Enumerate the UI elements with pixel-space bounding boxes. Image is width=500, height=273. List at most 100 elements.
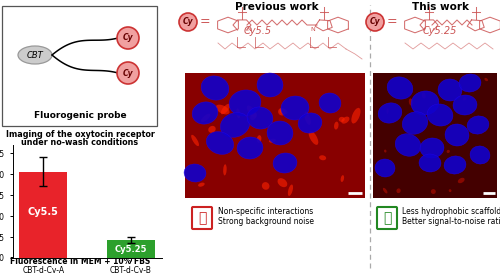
Text: CBT: CBT	[26, 51, 44, 60]
Text: Cy5.25: Cy5.25	[423, 26, 457, 36]
Ellipse shape	[281, 96, 309, 120]
Text: N: N	[246, 27, 252, 32]
Ellipse shape	[453, 95, 477, 115]
Ellipse shape	[201, 114, 210, 122]
FancyBboxPatch shape	[192, 207, 212, 229]
Ellipse shape	[409, 99, 414, 106]
Ellipse shape	[223, 164, 226, 176]
Circle shape	[179, 13, 197, 31]
Text: Cy: Cy	[122, 34, 134, 43]
Ellipse shape	[308, 131, 318, 145]
Ellipse shape	[334, 122, 338, 129]
Ellipse shape	[262, 182, 270, 190]
Circle shape	[117, 27, 139, 49]
Ellipse shape	[246, 105, 256, 118]
Ellipse shape	[278, 178, 287, 187]
Ellipse shape	[402, 112, 428, 134]
Text: Previous work: Previous work	[235, 2, 319, 12]
Ellipse shape	[319, 93, 341, 113]
Ellipse shape	[273, 153, 297, 173]
Ellipse shape	[458, 178, 464, 183]
Text: under no-wash conditions: under no-wash conditions	[22, 138, 138, 147]
Text: N: N	[310, 27, 316, 32]
Ellipse shape	[431, 189, 436, 194]
Ellipse shape	[18, 46, 52, 64]
Text: =: =	[200, 16, 210, 28]
Ellipse shape	[198, 183, 204, 187]
Ellipse shape	[278, 108, 286, 115]
Text: 👎: 👎	[198, 211, 206, 225]
Ellipse shape	[387, 77, 413, 99]
Ellipse shape	[352, 108, 360, 123]
Text: Fluorescence in MEM + 10% FBS: Fluorescence in MEM + 10% FBS	[10, 257, 150, 266]
Text: =: =	[387, 16, 398, 28]
Ellipse shape	[216, 105, 230, 114]
Ellipse shape	[446, 150, 450, 153]
Text: Cy5.5: Cy5.5	[28, 207, 58, 217]
Ellipse shape	[304, 111, 311, 125]
Ellipse shape	[448, 189, 452, 192]
Bar	[106, 240, 154, 273]
Ellipse shape	[201, 76, 229, 100]
Ellipse shape	[383, 188, 388, 194]
Text: Better signal-to-noise ratio: Better signal-to-noise ratio	[402, 216, 500, 225]
Ellipse shape	[257, 73, 283, 97]
Text: Cy5.25: Cy5.25	[114, 245, 147, 254]
Ellipse shape	[422, 92, 426, 99]
Text: Cy: Cy	[370, 17, 380, 26]
Ellipse shape	[467, 116, 489, 134]
Ellipse shape	[427, 104, 453, 126]
Bar	[20, 171, 68, 273]
Text: in cell growth medium: in cell growth medium	[30, 146, 130, 155]
Ellipse shape	[184, 164, 206, 182]
Ellipse shape	[375, 159, 395, 177]
Ellipse shape	[221, 104, 230, 114]
Ellipse shape	[384, 150, 386, 153]
Circle shape	[366, 13, 384, 31]
Ellipse shape	[338, 117, 344, 122]
Ellipse shape	[470, 146, 490, 164]
Ellipse shape	[229, 90, 261, 116]
Ellipse shape	[192, 102, 218, 124]
Ellipse shape	[236, 108, 240, 118]
Ellipse shape	[288, 185, 293, 196]
Ellipse shape	[386, 108, 388, 114]
Text: Non-specific interactions: Non-specific interactions	[218, 207, 313, 216]
Text: Fluorogenic probe: Fluorogenic probe	[34, 111, 126, 120]
Text: This work: This work	[412, 2, 469, 12]
FancyBboxPatch shape	[185, 73, 365, 198]
Ellipse shape	[378, 103, 402, 123]
Ellipse shape	[237, 137, 263, 159]
Ellipse shape	[220, 112, 250, 137]
FancyBboxPatch shape	[377, 207, 397, 229]
Ellipse shape	[267, 121, 293, 145]
Ellipse shape	[396, 188, 400, 193]
Text: Cy: Cy	[182, 17, 194, 26]
Text: Less hydrophobic scaffold: Less hydrophobic scaffold	[402, 207, 500, 216]
Text: Imaging of the oxytocin receptor: Imaging of the oxytocin receptor	[6, 130, 154, 139]
Ellipse shape	[419, 154, 441, 172]
Ellipse shape	[257, 135, 262, 143]
Ellipse shape	[395, 134, 421, 156]
Text: Strong background noise: Strong background noise	[218, 216, 314, 225]
Ellipse shape	[250, 112, 257, 120]
Ellipse shape	[208, 126, 216, 133]
FancyBboxPatch shape	[373, 73, 497, 198]
Ellipse shape	[484, 78, 488, 81]
Ellipse shape	[411, 91, 439, 115]
Ellipse shape	[191, 135, 199, 146]
Text: Cy5.5: Cy5.5	[244, 26, 272, 36]
Ellipse shape	[462, 97, 466, 100]
Ellipse shape	[459, 74, 481, 92]
Text: Cy: Cy	[122, 69, 134, 78]
Text: 👍: 👍	[383, 211, 391, 225]
Circle shape	[117, 62, 139, 84]
Ellipse shape	[280, 109, 287, 114]
Ellipse shape	[445, 124, 469, 146]
Ellipse shape	[247, 107, 273, 129]
Ellipse shape	[420, 138, 444, 158]
FancyBboxPatch shape	[2, 6, 157, 126]
Ellipse shape	[269, 139, 276, 143]
Ellipse shape	[444, 156, 466, 174]
Ellipse shape	[342, 117, 349, 124]
